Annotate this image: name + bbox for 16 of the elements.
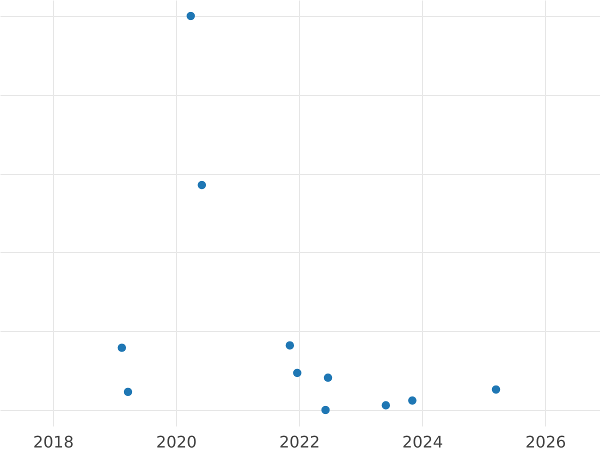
- x-tick-label: 2020: [156, 432, 197, 450]
- point: [198, 180, 206, 190]
- point: [408, 396, 416, 405]
- point: [382, 401, 390, 410]
- x-tick-label: 2024: [402, 432, 444, 450]
- point: [324, 374, 332, 382]
- x-tick-label: 2026: [525, 432, 566, 450]
- point: [186, 12, 195, 20]
- point: [492, 385, 500, 394]
- point: [118, 344, 126, 352]
- point: [286, 341, 294, 350]
- x-tick-label: 2022: [279, 432, 320, 450]
- point: [321, 406, 330, 414]
- x-tick-label: 2018: [33, 432, 74, 450]
- point: [124, 388, 132, 396]
- point: [293, 368, 302, 378]
